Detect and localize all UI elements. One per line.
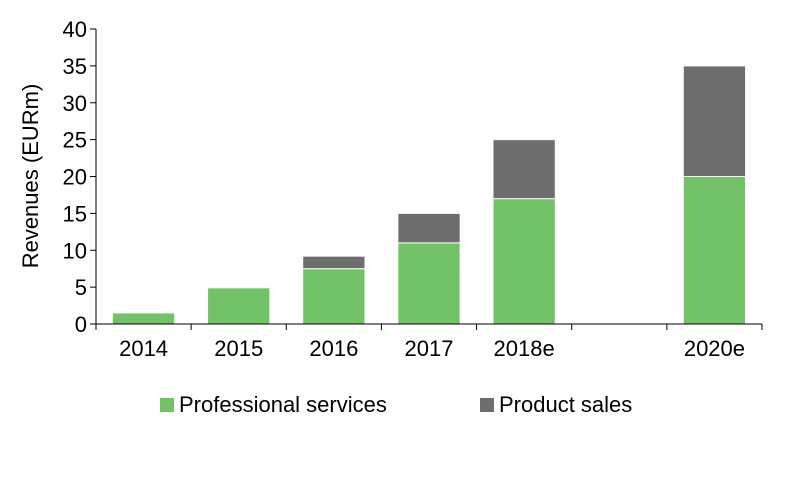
y-tick-label: 40: [63, 17, 87, 42]
x-tick-label: 2014: [119, 336, 168, 361]
bar-professional-services: [492, 198, 556, 325]
y-tick-label: 35: [63, 54, 87, 79]
y-tick-label: 15: [63, 201, 87, 226]
y-tick-label: 20: [63, 165, 87, 190]
y-tick-label: 10: [63, 238, 87, 263]
bar-professional-services: [397, 242, 461, 325]
legend: Professional services Product sales: [160, 392, 632, 417]
x-tick-label: 2015: [214, 336, 263, 361]
bar-product-sales: [682, 65, 747, 177]
legend-label: Product sales: [499, 392, 632, 417]
bar-product-sales: [492, 139, 556, 200]
x-axis: 2014 2015 2016 2017 2018e 2020e: [95, 323, 763, 361]
y-tick-label: 0: [75, 312, 87, 337]
y-tick-label: 25: [63, 128, 87, 153]
bar-product-sales: [302, 255, 366, 270]
x-tick-label: 2018e: [494, 336, 555, 361]
legend-label: Professional services: [179, 392, 387, 417]
x-tick-label: 2017: [405, 336, 454, 361]
y-axis-title: Revenues (EURm): [18, 84, 43, 269]
bar-professional-services: [207, 287, 271, 325]
bar-product-sales: [397, 212, 461, 244]
y-tick-label: 5: [75, 275, 87, 300]
y-axis: 0 5 10 15 20 25 30 35 40: [63, 17, 97, 337]
y-tick-label: 30: [63, 91, 87, 116]
x-tick-label: 2016: [309, 336, 358, 361]
bars: [111, 65, 747, 325]
bar-professional-services: [302, 268, 366, 325]
x-tick-label: 2020e: [684, 336, 745, 361]
legend-swatch: [160, 398, 174, 412]
bar-professional-services: [682, 176, 747, 325]
legend-swatch: [480, 398, 494, 412]
bar-professional-services: [111, 312, 176, 325]
